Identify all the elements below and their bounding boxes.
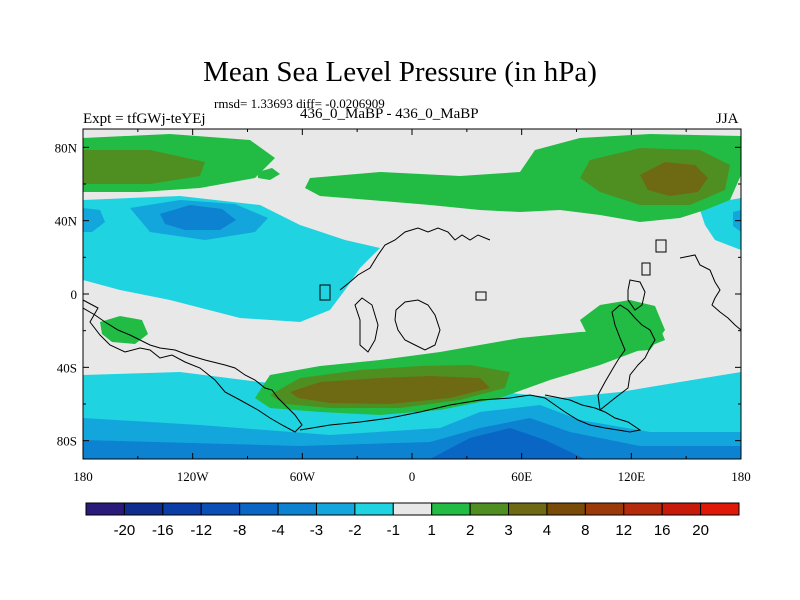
stats-text: rmsd= 1.33693 diff= -0.0206909 [214, 96, 385, 111]
colorbar-swatch [239, 502, 279, 516]
colorbar-swatch [546, 502, 586, 516]
colorbar-swatch [162, 502, 202, 516]
region-pos-6 [640, 162, 708, 196]
region-pos-10 [580, 300, 665, 352]
colorbar-label: -20 [114, 522, 136, 539]
outline-island-3 [641, 262, 651, 276]
x-tick-label: 120W [177, 469, 210, 484]
region-pos-9 [290, 376, 490, 404]
colorbar-swatch [469, 502, 510, 516]
colorbar-swatch [661, 502, 702, 516]
outline-africa [299, 394, 642, 433]
colorbar-label: 12 [615, 522, 632, 539]
outline-mediterranean [394, 299, 441, 351]
colorbar-label: -8 [233, 522, 246, 539]
map-plot-area [83, 129, 741, 459]
region-neg-3 [83, 418, 741, 459]
colorbar-swatch [354, 502, 394, 516]
outline-europe [339, 227, 491, 291]
outline-island-4 [655, 239, 667, 253]
colorbar-swatch [85, 502, 125, 516]
outline-island-1 [319, 284, 331, 301]
outline-south-america [83, 299, 303, 433]
region-pos-11 [100, 316, 148, 344]
colorbar-label: -12 [190, 522, 212, 539]
region-neg-8 [83, 208, 105, 232]
x-tick-label: 0 [409, 469, 416, 484]
outline-asia-east [679, 254, 741, 331]
colorbar-swatch [315, 502, 356, 516]
x-tick-label: 180 [731, 469, 751, 484]
colorbar-label: -2 [348, 522, 361, 539]
outline-atlantic-coast [354, 297, 379, 353]
colorbar-swatch [431, 502, 471, 516]
colorbar-label: 1 [428, 522, 436, 539]
region-neg-9 [700, 198, 741, 250]
continent-outlines [83, 227, 741, 433]
region-neg-4 [430, 428, 585, 459]
colorbar-label: -1 [387, 522, 400, 539]
chart-title: Mean Sea Level Pressure (in hPa) [203, 56, 597, 88]
chart-subtitle: 436_0_MaBP - 436_0_MaBP [300, 106, 479, 122]
colorbar-swatch [584, 502, 625, 516]
y-tick-label: 80N [55, 140, 78, 155]
colorbar-label: -3 [310, 522, 323, 539]
colorbar-swatch [700, 502, 740, 516]
outline-peninsula [627, 279, 646, 311]
colorbar-label: -4 [271, 522, 284, 539]
experiment-label: Expt = tfGWj-teYEj [83, 111, 206, 127]
outline-australia [597, 304, 656, 411]
season-label: JJA [716, 111, 739, 127]
axis-ticks: 180 120W 60W 0 60E 120E 180 80N 40N 0 40S 80S [55, 129, 751, 484]
x-tick-label: 180 [73, 469, 93, 484]
y-tick-label: 80S [57, 434, 77, 449]
region-pos-3 [258, 168, 280, 180]
colorbar-label: 20 [692, 522, 709, 539]
colorbar: -20 -16 -12 -8 -4 -3 -2 -1 1 2 3 4 8 12 16 20 [85, 502, 740, 539]
y-tick-label: 40S [57, 360, 77, 375]
colorbar-swatch [200, 502, 241, 516]
colorbar-label: 3 [504, 522, 512, 539]
x-tick-label: 60E [511, 469, 532, 484]
y-tick-label: 40N [55, 214, 78, 229]
colorbar-label: 16 [654, 522, 671, 539]
colorbar-label: 4 [543, 522, 551, 539]
colorbar-label: 2 [466, 522, 474, 539]
colorbar-swatch [277, 502, 317, 516]
colorbar-swatch [623, 502, 663, 516]
region-pos-2 [83, 150, 205, 184]
colorbar-label: -16 [152, 522, 174, 539]
region-neg-7 [160, 205, 236, 230]
x-tick-label: 60W [290, 469, 316, 484]
colorbar-swatch [508, 502, 548, 516]
outline-island-2 [475, 291, 487, 301]
colorbar-swatch [392, 502, 433, 516]
colorbar-label: 8 [581, 522, 589, 539]
x-tick-label: 120E [618, 469, 646, 484]
colorbar-swatch [123, 502, 164, 516]
y-tick-label: 0 [71, 287, 78, 302]
